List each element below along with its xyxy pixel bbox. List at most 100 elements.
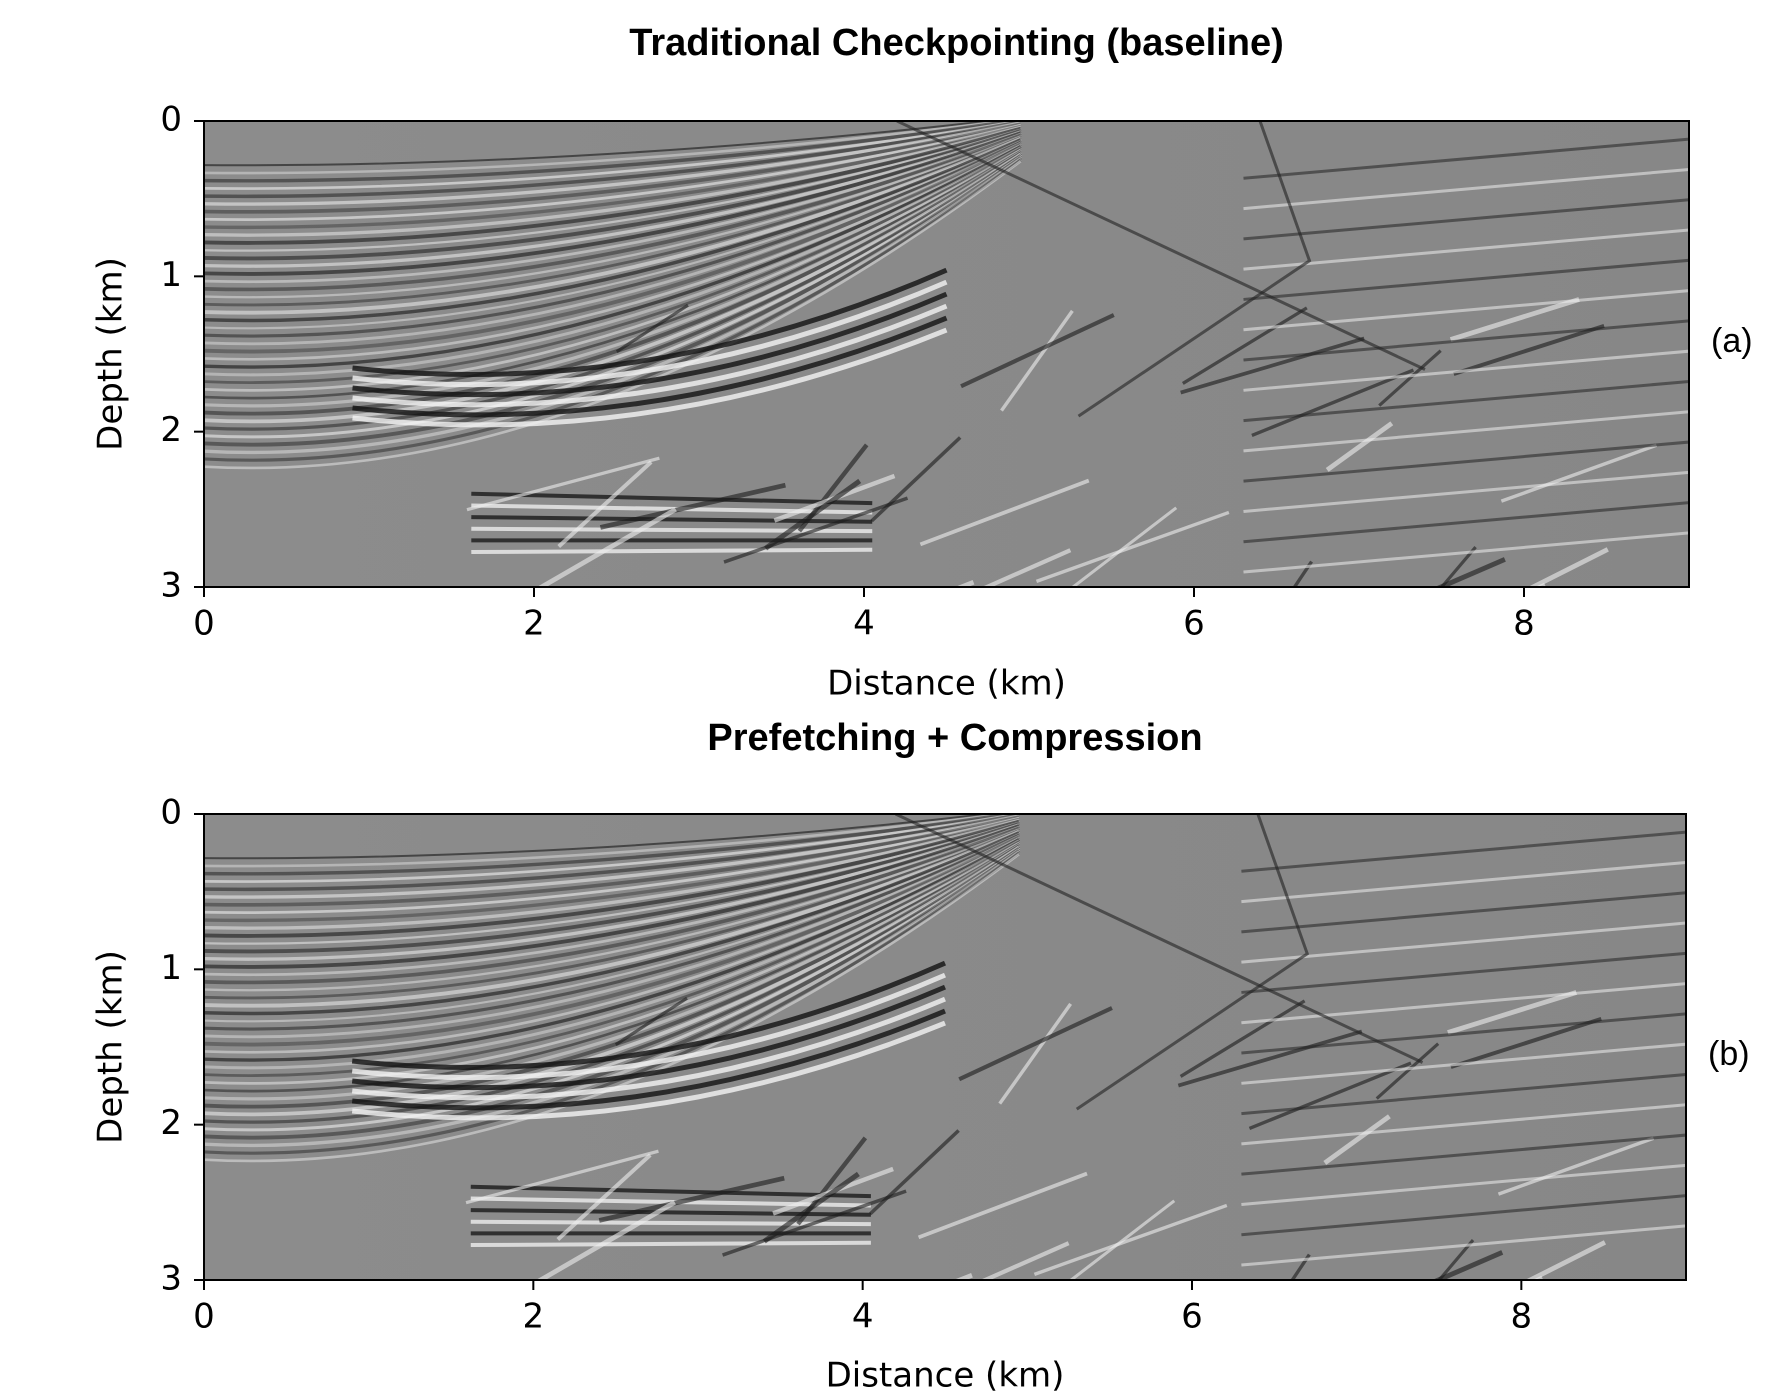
reflector (204, 824, 1020, 969)
reflector (204, 142, 1022, 354)
reflector (1243, 379, 1689, 423)
reflector (1243, 470, 1689, 513)
reflector (535, 1200, 676, 1280)
reflector (1241, 891, 1686, 934)
reflector (465, 1149, 659, 1205)
reflector (868, 1129, 960, 1216)
reflector (204, 835, 1020, 1047)
y-tick-label: 3 (160, 566, 182, 606)
reflector (204, 842, 1020, 1093)
reflector (1378, 349, 1442, 407)
plot-frame (203, 120, 1690, 588)
x-tick-label: 0 (193, 604, 215, 644)
reflector (204, 121, 1022, 183)
reflector (204, 814, 1020, 876)
reflector (1241, 860, 1686, 904)
reflector (1437, 1239, 1475, 1280)
reflector (204, 151, 1022, 416)
reflector (352, 267, 948, 378)
reflector (1290, 1253, 1311, 1280)
reflector (979, 1241, 1070, 1280)
reflector (1243, 289, 1689, 332)
seismic-image (204, 121, 1689, 587)
reflector (599, 482, 786, 530)
reflector (1500, 443, 1658, 503)
reflector (204, 124, 1022, 230)
reflector (204, 823, 1020, 961)
reflector (204, 817, 1020, 923)
reflector (1323, 1114, 1391, 1165)
reflector (470, 1184, 871, 1199)
reflector (1241, 1103, 1686, 1146)
reflector (981, 548, 1072, 587)
reflector (1375, 1042, 1440, 1100)
reflector (204, 828, 1020, 992)
reflector (204, 125, 1022, 237)
chart-title: Prefetching + Compression (707, 717, 1202, 759)
reflector (470, 1240, 871, 1248)
reflector (351, 1020, 946, 1121)
reflector (1243, 349, 1689, 392)
reflector (204, 144, 1022, 361)
fault (894, 814, 1424, 1064)
x-tick-label: 8 (1511, 1297, 1533, 1337)
reflector (556, 1153, 652, 1241)
reflector (1243, 319, 1689, 362)
reflector (917, 1171, 1088, 1240)
reflector (204, 121, 998, 167)
reflector (204, 843, 1020, 1101)
reflector (1035, 510, 1230, 583)
reflector (764, 478, 862, 551)
reflector (1243, 137, 1689, 180)
reflector (204, 841, 1020, 1085)
reflector (204, 126, 1022, 245)
reflector (1447, 990, 1578, 1035)
reflector (204, 141, 1022, 346)
y-tick-label: 1 (160, 948, 182, 988)
reflector (204, 818, 1020, 930)
reflector (204, 132, 1022, 284)
reflector (1000, 309, 1074, 412)
reflector (204, 139, 1022, 330)
reflector (466, 456, 660, 512)
y-tick-label: 2 (160, 410, 182, 450)
reflector (1434, 557, 1506, 587)
reflector (204, 815, 1020, 907)
reflector (204, 826, 1020, 985)
reflector (1439, 546, 1477, 587)
reflector (204, 148, 1022, 392)
reflector (204, 131, 1022, 276)
reflector (204, 156, 1022, 447)
reflector (351, 1008, 946, 1111)
reflector (352, 303, 948, 408)
reflector (762, 1171, 860, 1244)
reflector (204, 140, 1022, 338)
reflector (960, 313, 1115, 389)
reflector (557, 460, 653, 548)
reflector (598, 1175, 785, 1223)
reflector (351, 996, 946, 1101)
reflector (352, 327, 948, 428)
reflector (614, 996, 688, 1046)
reflector (204, 837, 1020, 1054)
reflector (1449, 297, 1580, 342)
plot-frame (203, 813, 1687, 1281)
reflector (1527, 547, 1609, 587)
reflector (1524, 1240, 1607, 1280)
reflector (204, 154, 1022, 431)
reflector (204, 121, 1022, 206)
reflector (204, 157, 1022, 455)
y-tick-label: 2 (160, 1103, 182, 1143)
reflector (204, 146, 1022, 377)
reflector (204, 814, 1020, 899)
x-tick-label: 4 (853, 604, 875, 644)
reflector (204, 834, 1020, 1039)
reflector (204, 839, 1020, 1070)
reflector (204, 829, 1020, 1008)
x-axis-label: Distance (km) (826, 1356, 1065, 1393)
reflector (351, 972, 946, 1081)
reflector (204, 844, 1021, 1109)
reflector (919, 478, 1090, 547)
reflector (204, 121, 1012, 175)
reflector (1248, 1061, 1412, 1131)
